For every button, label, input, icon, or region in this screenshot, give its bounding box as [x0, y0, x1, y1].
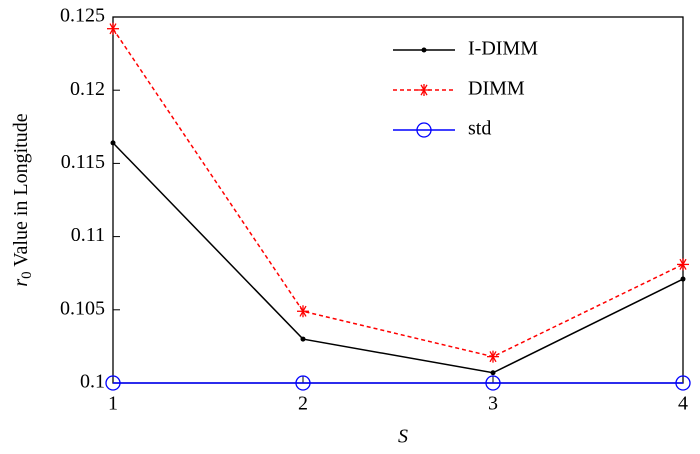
marker — [295, 375, 311, 391]
marker-dot — [300, 336, 306, 342]
y-tick-label: 0.115 — [61, 151, 105, 173]
legend-label: I-DIMM — [468, 38, 538, 60]
y-axis-label: r0 Value in Longitude — [10, 113, 36, 286]
y-label-base: r — [10, 279, 32, 287]
series-line — [112, 142, 684, 374]
marker-circle — [105, 375, 121, 391]
x-tick-label: 4 — [678, 393, 688, 415]
marker-circle — [485, 375, 501, 391]
x-axis-label: S — [398, 426, 408, 448]
marker-dot — [680, 276, 686, 282]
marker-dot — [421, 47, 427, 53]
legend-label: DIMM — [468, 78, 525, 100]
marker — [490, 370, 496, 376]
marker — [677, 258, 689, 271]
marker-dot — [490, 370, 496, 376]
x-tick-label: 2 — [298, 393, 308, 415]
marker — [675, 375, 691, 391]
marker — [297, 305, 309, 318]
marker-circle — [295, 375, 311, 391]
legend-marker — [418, 84, 430, 96]
y-tick-label: 0.11 — [71, 224, 105, 246]
legend-marker — [421, 47, 427, 53]
marker-dot — [110, 140, 116, 146]
marker — [680, 276, 686, 282]
marker — [105, 375, 121, 391]
y-tick-label: 0.105 — [60, 297, 105, 319]
x-tick-label: 3 — [488, 393, 498, 415]
legend-label: std — [468, 118, 491, 140]
x-tick-label: 1 — [108, 393, 118, 415]
y-tick-label: 0.125 — [60, 5, 105, 27]
marker-circle — [675, 375, 691, 391]
marker — [107, 22, 119, 35]
marker — [487, 350, 499, 363]
y-tick-label: 0.1 — [80, 371, 105, 393]
marker — [485, 375, 501, 391]
series-line — [112, 28, 684, 358]
marker — [300, 336, 306, 342]
marker-circle — [416, 122, 432, 138]
legend-marker — [416, 122, 432, 138]
y-tick-label: 0.12 — [70, 78, 105, 100]
y-label-rest: Value in Longitude — [10, 113, 32, 271]
y-label-subscript: 0 — [19, 271, 35, 279]
plot-frame — [112, 16, 684, 384]
marker — [110, 140, 116, 146]
